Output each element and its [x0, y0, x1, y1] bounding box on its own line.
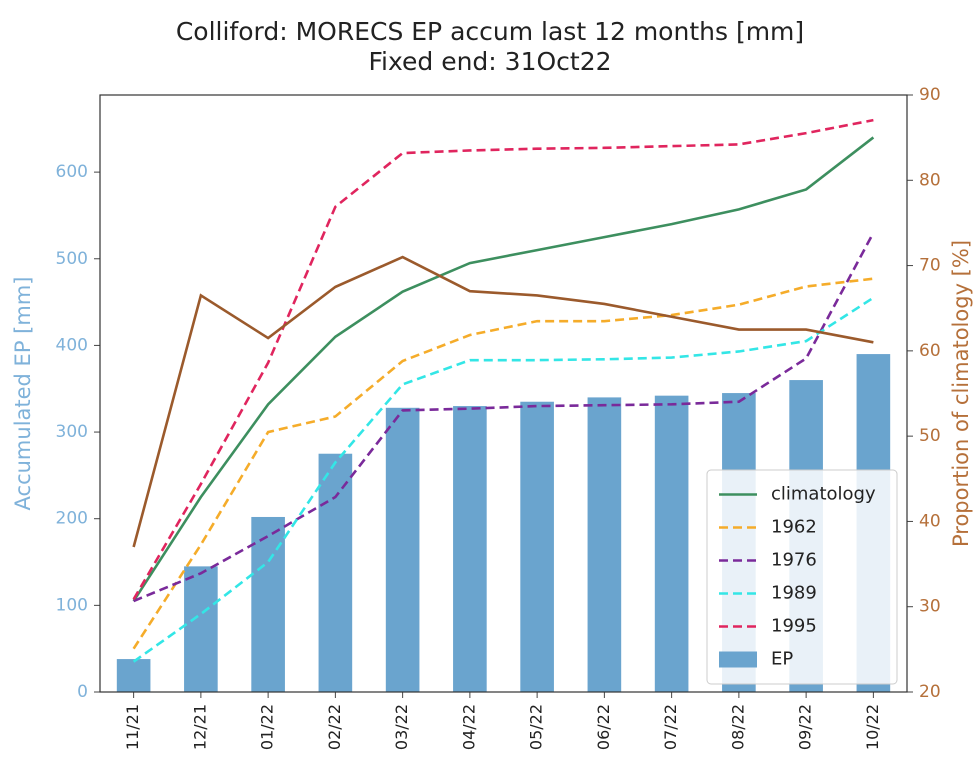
bar [318, 453, 353, 692]
legend-label: EP [771, 649, 793, 670]
legend-label: 1962 [771, 517, 817, 538]
y2-tick-label: 90 [919, 85, 941, 105]
x-tick-label: 04/22 [459, 704, 478, 750]
x-tick-label: 11/21 [123, 704, 142, 750]
y-tick-label: 200 [56, 509, 88, 529]
bar [385, 407, 420, 692]
y2-tick-label: 20 [919, 682, 941, 702]
y2-tick-label: 30 [919, 597, 941, 617]
y-tick-label: 0 [77, 682, 88, 702]
x-tick-label: 03/22 [392, 704, 411, 750]
line [132, 255, 874, 548]
bar [453, 406, 487, 692]
line [132, 118, 874, 600]
y-tick-label: 300 [56, 422, 88, 442]
x-tick-label: 06/22 [594, 704, 613, 750]
bar [654, 395, 689, 692]
x-tick-label: 08/22 [728, 704, 747, 750]
legend-label: 1995 [771, 616, 817, 637]
chart-subtitle: Fixed end: 31Oct22 [368, 47, 611, 76]
x-tick-label: 09/22 [796, 704, 815, 750]
legend: climatology 1962 1976 1989 1995 EP [706, 469, 898, 685]
chart-title: Colliford: MORECS EP accum last 12 month… [176, 17, 804, 46]
x-tick-label: 10/22 [863, 704, 882, 750]
legend-label: 1989 [771, 583, 817, 604]
legend-label: climatology [771, 484, 876, 505]
bar [520, 401, 554, 692]
y-tick-label: 100 [56, 595, 88, 615]
line [132, 136, 875, 602]
legend-swatch [719, 651, 757, 668]
x-tick-label: 01/22 [258, 704, 277, 750]
bar [587, 397, 622, 692]
x-tick-label: 07/22 [661, 704, 680, 750]
bar [184, 566, 218, 692]
line [133, 232, 875, 603]
y2-tick-label: 50 [919, 426, 941, 446]
y2-tick-label: 60 [919, 341, 941, 361]
y-tick-label: 400 [56, 335, 88, 355]
y-axis-label: Accumulated EP [mm] [11, 277, 35, 511]
x-tick-label: 12/21 [190, 704, 209, 750]
y2-tick-label: 40 [919, 511, 941, 531]
y-tick-label: 600 [56, 162, 88, 182]
plot-frame [99, 94, 908, 693]
x-tick-label: 05/22 [527, 704, 546, 750]
line [132, 296, 875, 663]
y-tick-label: 500 [56, 249, 88, 269]
y2-axis-label: Proportion of climatology [%] [949, 240, 973, 547]
y2-tick-label: 80 [919, 170, 941, 190]
legend-label: 1976 [771, 550, 817, 571]
y2-tick-label: 70 [919, 256, 941, 276]
bar [116, 659, 151, 692]
x-tick-label: 02/22 [325, 704, 344, 750]
legend-box [706, 469, 898, 685]
